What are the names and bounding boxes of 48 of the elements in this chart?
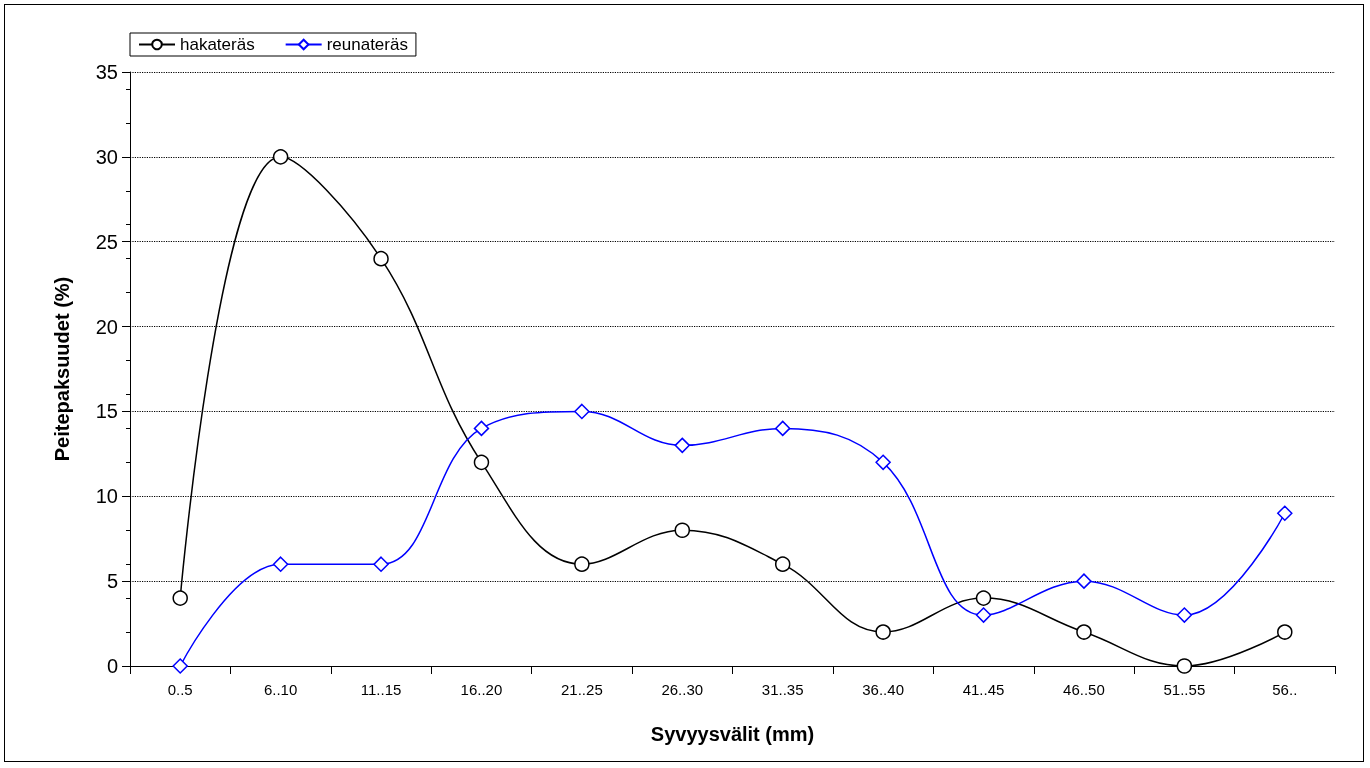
point xyxy=(1176,658,1193,674)
point xyxy=(1277,505,1293,522)
point xyxy=(272,149,289,165)
point xyxy=(1277,624,1293,640)
point xyxy=(1076,624,1092,640)
x-tick-label: 31..35 xyxy=(761,681,804,698)
point xyxy=(473,420,490,437)
point xyxy=(975,607,992,623)
y-tick-label: 5 xyxy=(106,570,118,593)
y-tick-label: 25 xyxy=(95,230,118,253)
x-tick-label: 51..55 xyxy=(1163,681,1206,698)
point xyxy=(373,556,389,572)
point xyxy=(875,454,891,471)
legend-label: reunateräs xyxy=(326,35,408,54)
point xyxy=(373,250,389,267)
x-tick-label: 36..40 xyxy=(862,681,904,698)
x-axis-title: Syvyysvälit (mm) xyxy=(650,723,815,745)
point xyxy=(875,624,891,640)
point xyxy=(574,403,590,420)
x-tick-label: 46..50 xyxy=(1063,681,1105,698)
x-tick-label: 56.. xyxy=(1272,681,1298,698)
x-tick-label: 21..25 xyxy=(561,681,603,698)
point xyxy=(574,556,590,572)
point xyxy=(172,590,188,606)
y-tick-label: 10 xyxy=(95,485,118,508)
legend-label: hakateräs xyxy=(180,35,255,54)
x-tick-label: 11..15 xyxy=(360,681,402,698)
point xyxy=(1076,573,1092,589)
point xyxy=(674,522,691,538)
point xyxy=(473,454,490,471)
y-tick-label: 35 xyxy=(95,61,118,83)
y-tick-label: 30 xyxy=(95,145,118,168)
y-axis-title: Peitepaksuudet (%) xyxy=(51,276,73,462)
y-tick-label: 15 xyxy=(95,400,118,423)
point xyxy=(774,556,791,572)
y-tick-label: 0 xyxy=(106,655,118,677)
x-tick-label: 0..5 xyxy=(167,681,193,698)
y-tick-label: 20 xyxy=(95,315,118,338)
x-tick-label: 6..10 xyxy=(263,681,298,698)
x-tick-label: 16..20 xyxy=(460,681,503,698)
point xyxy=(172,658,188,674)
point xyxy=(975,590,992,606)
point xyxy=(774,420,791,437)
x-tick-label: 41..45 xyxy=(962,681,1005,698)
point xyxy=(674,437,691,454)
x-tick-label: 26..30 xyxy=(661,681,704,698)
point xyxy=(272,556,289,572)
point xyxy=(1176,607,1193,623)
